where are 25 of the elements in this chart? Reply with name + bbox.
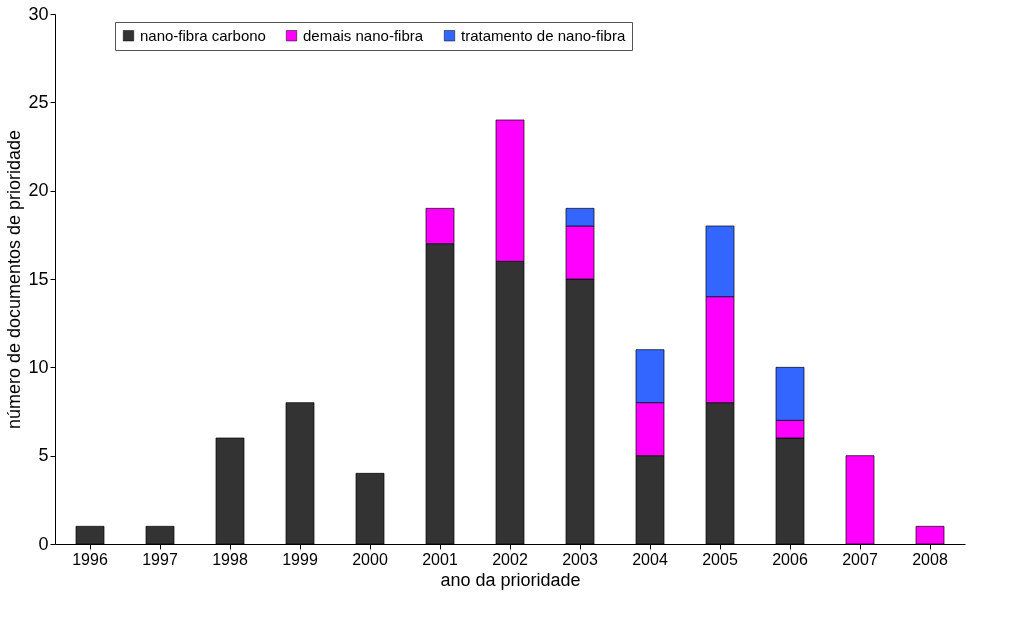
x-tick-label: 1999 xyxy=(282,550,318,568)
x-tick-label: 2004 xyxy=(632,550,668,568)
y-tick-label: 25 xyxy=(28,91,49,112)
x-tick-label: 2000 xyxy=(352,550,388,568)
x-tick-label: 2008 xyxy=(912,550,948,568)
x-tick-label: 1996 xyxy=(72,550,108,568)
y-tick-label: 5 xyxy=(38,445,49,466)
x-tick-label: 2007 xyxy=(842,550,878,568)
y-tick-label: 20 xyxy=(28,180,49,201)
y-tick-label: 15 xyxy=(28,268,49,289)
x-tick-label: 2003 xyxy=(562,550,598,568)
x-tick-label: 2005 xyxy=(702,550,738,568)
y-tick-label: 0 xyxy=(38,533,49,554)
x-tick-label: 1998 xyxy=(212,550,248,568)
x-tick-label: 1997 xyxy=(142,550,178,568)
x-tick-label: 2006 xyxy=(772,550,808,568)
x-axis-title: ano da prioridade xyxy=(440,569,581,590)
y-tick-label: 10 xyxy=(28,356,49,377)
y-axis-title: número de documentos de prioridade xyxy=(4,129,25,430)
legend-label: nano-fibra carbono xyxy=(140,26,266,44)
legend-label: tratamento de nano-fibra xyxy=(461,26,626,44)
x-tick-label: 2001 xyxy=(422,550,458,568)
legend-label: demais nano-fibra xyxy=(303,26,424,44)
x-tick-label: 2002 xyxy=(492,550,528,568)
y-tick-label: 30 xyxy=(28,3,49,24)
